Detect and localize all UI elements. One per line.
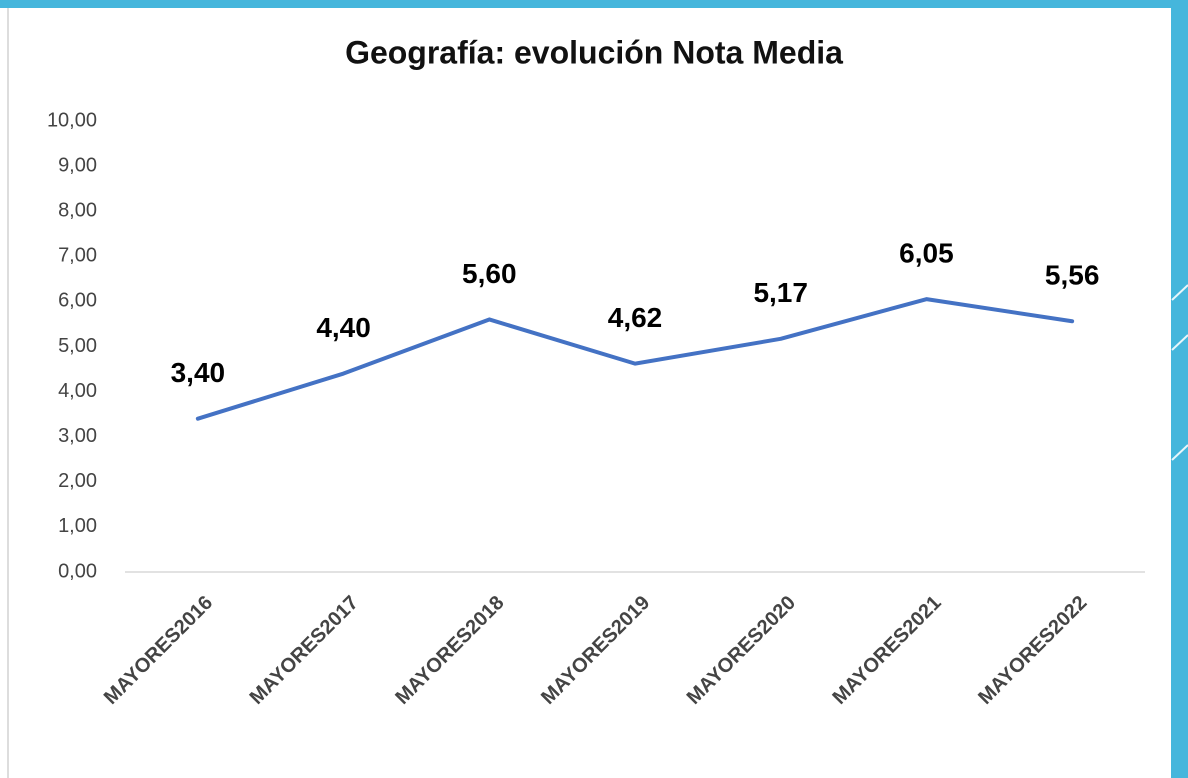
data-label: 5,17 [753, 277, 808, 308]
data-label: 3,40 [171, 357, 226, 388]
y-tick-label: 6,00 [58, 290, 97, 312]
data-label: 5,60 [462, 258, 517, 289]
line [195, 297, 1075, 421]
y-tick-label: 3,00 [58, 425, 97, 447]
chart-area [0, 8, 1171, 778]
y-tick-label: 10,00 [47, 109, 97, 131]
y-tick-label: 5,00 [58, 335, 97, 357]
y-tick-label: 4,00 [58, 380, 97, 402]
data-label: 4,62 [608, 302, 663, 333]
y-tick-label: 1,00 [58, 515, 97, 537]
y-tick-label: 0,00 [58, 560, 97, 582]
data-label: 6,05 [899, 238, 954, 269]
y-tick-label: 9,00 [58, 154, 97, 176]
data-label: 4,40 [316, 312, 371, 343]
chart-title: Geografía: evolución Nota Media [345, 34, 843, 70]
y-tick-label: 2,00 [58, 470, 97, 492]
y-tick-label: 7,00 [58, 245, 97, 267]
data-label: 5,56 [1045, 260, 1100, 291]
y-tick-label: 8,00 [58, 199, 97, 221]
decoration [1171, 284, 1188, 461]
